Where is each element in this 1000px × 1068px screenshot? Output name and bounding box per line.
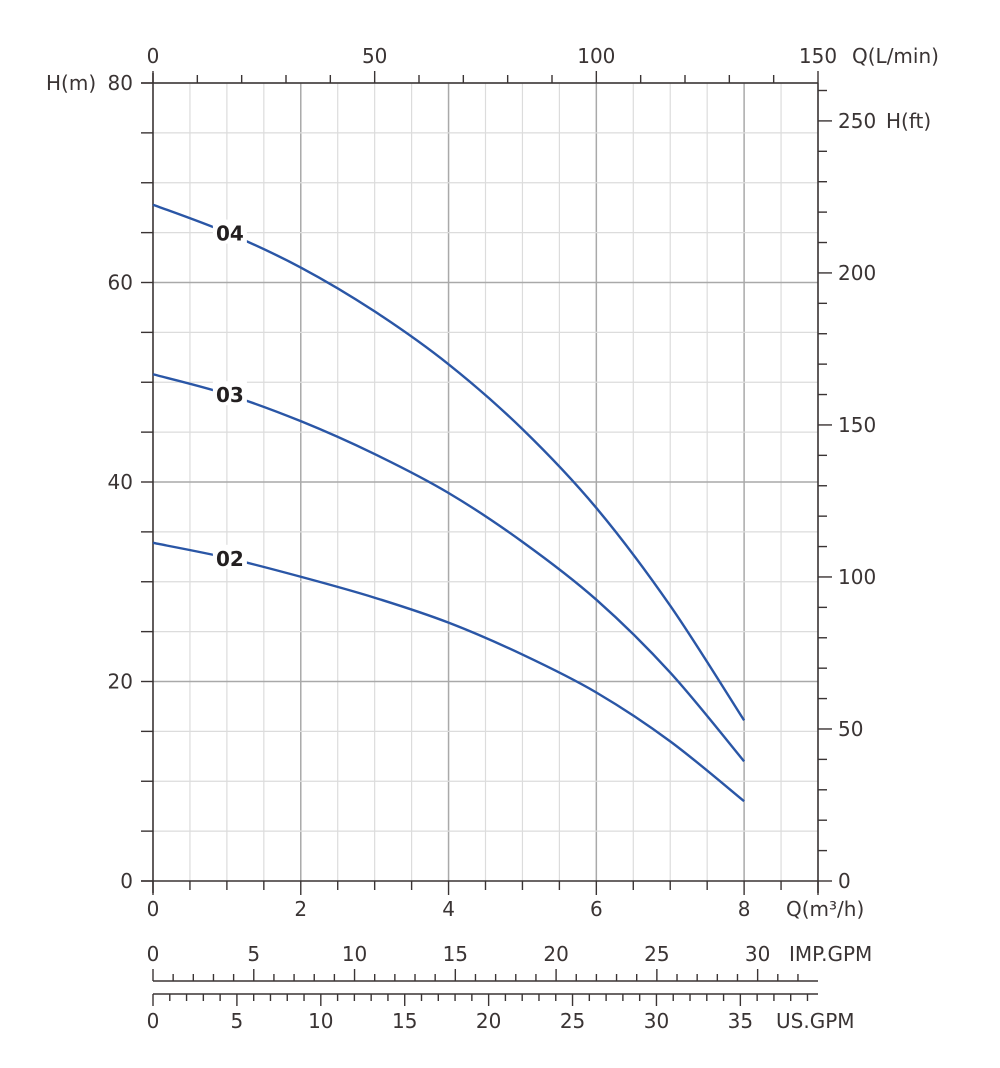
curve-03 <box>152 373 746 763</box>
curve-label-bg <box>212 381 247 406</box>
us-tick-label: 0 <box>147 1009 160 1033</box>
us-tick-label: 10 <box>308 1009 333 1033</box>
us-axis-label: US.GPM <box>776 1009 855 1033</box>
right-axis-label: H(ft) <box>886 109 931 133</box>
imp-axis-label: IMP.GPM <box>789 942 872 966</box>
x-tick-label: 2 <box>294 897 307 921</box>
right-tick-label: 250 <box>838 109 876 133</box>
right-tick-label: 0 <box>838 869 851 893</box>
top-tick-label: 150 <box>799 44 837 68</box>
us-tick-label: 15 <box>392 1009 417 1033</box>
imp-tick-label: 5 <box>247 942 260 966</box>
curve-02 <box>152 541 745 803</box>
imp-tick-label: 0 <box>147 942 160 966</box>
y-axis-label: H(m) <box>46 71 96 95</box>
curve-label-bg <box>212 544 247 569</box>
x-tick-label: 4 <box>442 897 455 921</box>
curve-label-bg <box>212 219 247 244</box>
curve-04 <box>152 203 746 722</box>
right-tick-label: 150 <box>838 413 876 437</box>
top-tick-label: 100 <box>577 44 615 68</box>
x-axis-label: Q(m³/h) <box>786 897 864 921</box>
top-axis-label: Q(L/min) <box>852 44 939 68</box>
imp-tick-label: 30 <box>745 942 770 966</box>
imp-tick-label: 25 <box>644 942 669 966</box>
top-tick-label: 50 <box>362 44 387 68</box>
x-tick-label: 6 <box>590 897 603 921</box>
curve-label-02: 02 <box>216 547 244 571</box>
right-tick-label: 100 <box>838 565 876 589</box>
us-tick-label: 35 <box>728 1009 753 1033</box>
y-tick-label: 60 <box>108 271 133 295</box>
right-tick-label: 50 <box>838 717 863 741</box>
top-tick-label: 0 <box>147 44 160 68</box>
x-tick-label: 0 <box>147 897 160 921</box>
curve-label-04: 04 <box>216 222 244 246</box>
us-tick-label: 30 <box>644 1009 669 1033</box>
imp-tick-label: 10 <box>342 942 367 966</box>
y-tick-label: 0 <box>120 869 133 893</box>
us-tick-label: 25 <box>560 1009 585 1033</box>
right-tick-label: 200 <box>838 261 876 285</box>
imp-tick-label: 20 <box>543 942 568 966</box>
curve-label-03: 03 <box>216 383 244 407</box>
y-tick-label: 20 <box>108 670 133 694</box>
us-tick-label: 20 <box>476 1009 501 1033</box>
y-tick-label: 80 <box>108 71 133 95</box>
x-tick-label: 8 <box>738 897 751 921</box>
y-tick-label: 40 <box>108 470 133 494</box>
us-tick-label: 5 <box>231 1009 244 1033</box>
imp-tick-label: 15 <box>443 942 468 966</box>
